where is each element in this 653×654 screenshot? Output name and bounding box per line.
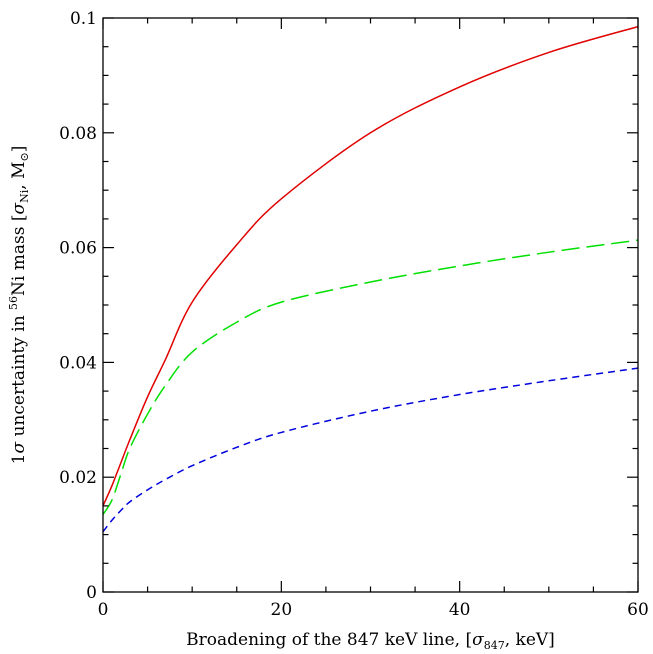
y-axis-label-suffix: ] xyxy=(9,146,29,153)
y-axis-label-prefix: 1 xyxy=(9,454,29,465)
y-axis-label-element: Ni mass [ xyxy=(9,214,29,295)
y-tick-label: 0 xyxy=(86,583,97,603)
x-axis-label: Broadening of the 847 keV line, [σ847, k… xyxy=(186,630,555,652)
x-tick-label: 40 xyxy=(449,600,471,620)
y-axis-label-sun: ⊙ xyxy=(18,152,31,161)
series-line-1 xyxy=(102,25,639,507)
plot-frame xyxy=(102,17,639,593)
series-line-2 xyxy=(102,239,639,515)
y-tick-label: 0.04 xyxy=(59,353,97,373)
y-axis-label-symbol: σ xyxy=(9,202,29,214)
x-axis-label-prefix: Broadening of the 847 keV line, [ xyxy=(186,630,472,650)
y-tick-label: 0.08 xyxy=(59,124,97,144)
y-tick-label: 0.1 xyxy=(70,9,97,29)
ticks-layer: 0 20 40 60 0 0.02 0.04 0.06 0.08 0.1 xyxy=(59,9,649,620)
series-line-3 xyxy=(102,367,639,533)
y-axis-label-sigma: σ xyxy=(9,442,29,454)
y-axis-label-middle: uncertainty in xyxy=(9,310,29,442)
y-axis-label-sep: , M xyxy=(9,161,29,189)
x-tick-label: 0 xyxy=(98,600,109,620)
x-tick-label: 20 xyxy=(271,600,293,620)
series-layer xyxy=(102,25,639,533)
y-axis-label-superscript: 56 xyxy=(7,296,20,310)
y-axis-label-subscript: Ni xyxy=(18,189,31,203)
x-axis-label-subscript: 847 xyxy=(484,639,505,652)
y-tick-label: 0.02 xyxy=(59,468,97,488)
x-tick-label: 60 xyxy=(627,600,649,620)
y-axis-label: 1σ uncertainty in 56Ni mass [σNi, M⊙] xyxy=(7,146,31,465)
x-axis-label-suffix: , keV] xyxy=(505,630,555,650)
y-tick-label: 0.06 xyxy=(59,239,97,259)
x-axis-label-symbol: σ xyxy=(472,630,484,650)
